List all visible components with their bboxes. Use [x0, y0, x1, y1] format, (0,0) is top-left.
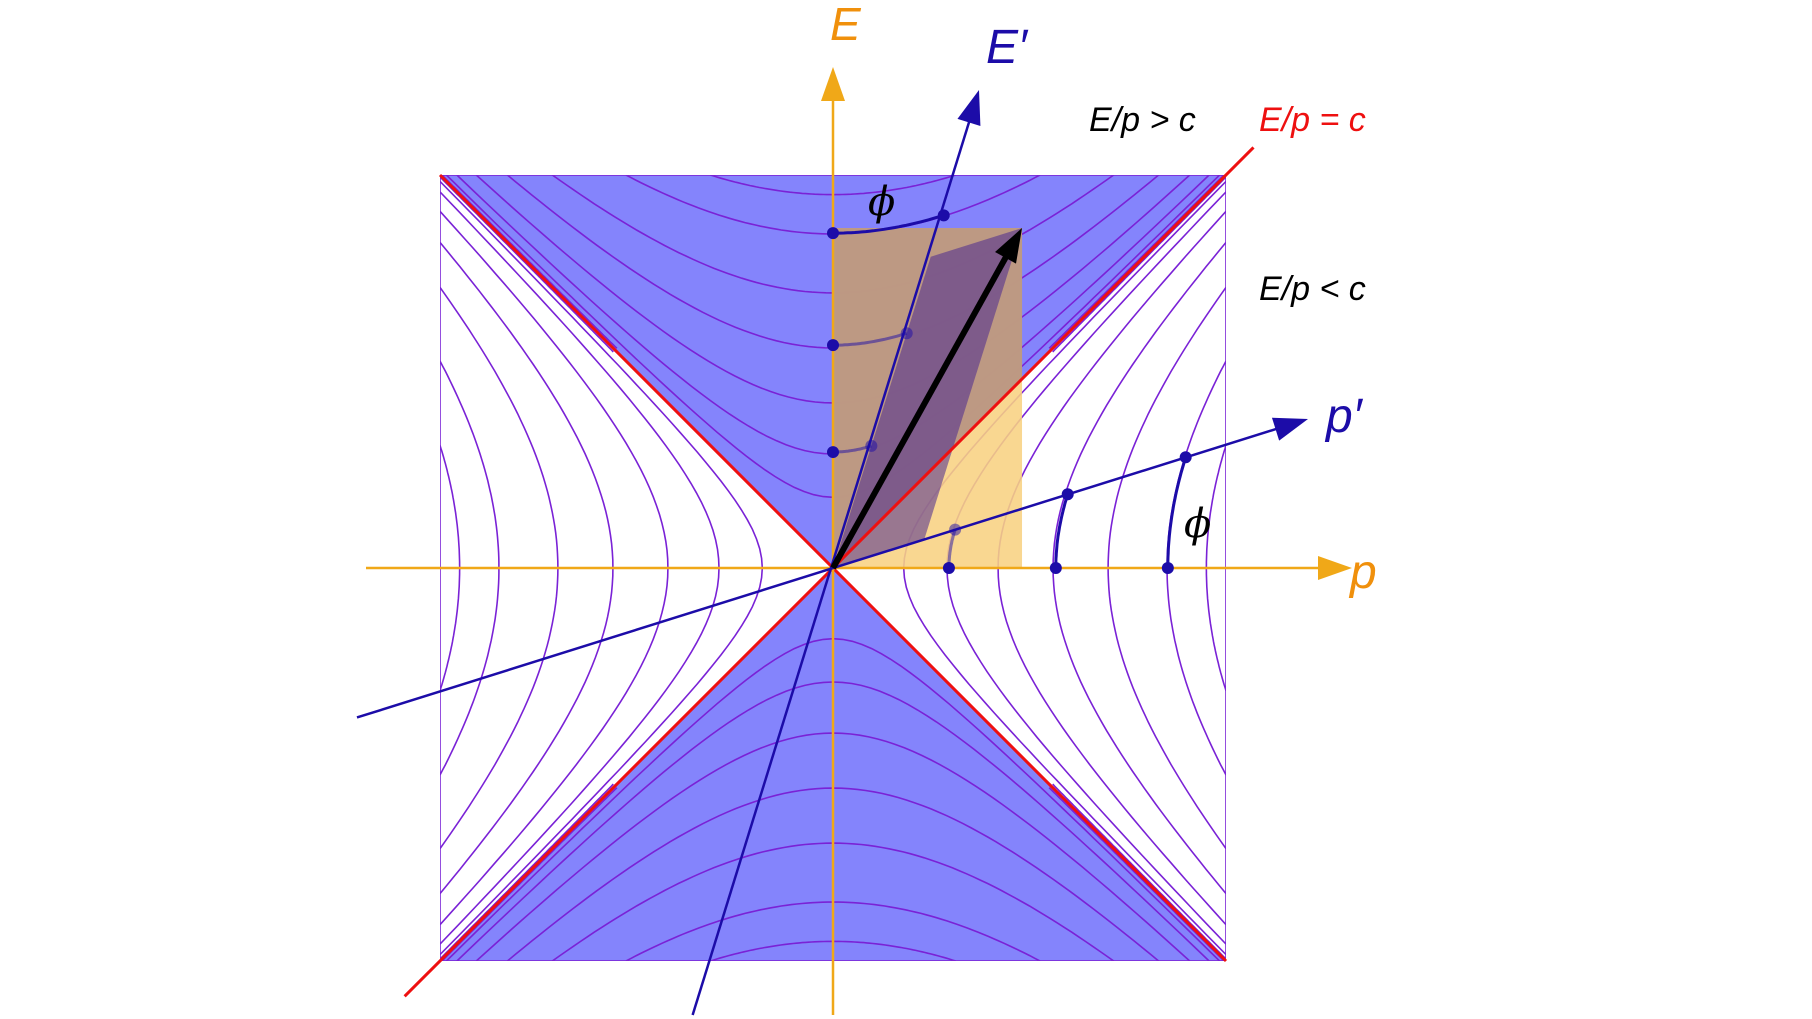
point-on-p-axis [1049, 562, 1062, 574]
E-prime-axis-arrowhead [957, 90, 981, 127]
light-line-label: E/p = c [1259, 101, 1366, 139]
boost-arc-spacelike [1166, 456, 1188, 569]
hyperbola-near-lightcone [441, 787, 618, 961]
hyperbola-near-lightcone [1052, 176, 1226, 353]
point-on-E-prime-axis [865, 439, 878, 452]
boost-markers [827, 209, 1192, 574]
E-axis-arrowhead [821, 67, 845, 101]
hyperbola-near-lightcone [440, 176, 614, 353]
region-below-label: E/p < c [1259, 270, 1366, 308]
p-axis-label: p [1348, 546, 1377, 599]
point-on-p-prime-axis [949, 523, 962, 536]
boost-arc-spacelike [1054, 493, 1070, 568]
hyperbola-near-lightcone [1052, 783, 1226, 960]
E-prime-axis-label: E′ [986, 21, 1029, 74]
point-on-E-axis [827, 227, 839, 240]
point-on-E-axis [827, 339, 839, 352]
point-on-p-axis [942, 562, 955, 574]
point-on-E-axis [827, 446, 839, 459]
p-axis-arrowhead [1318, 556, 1352, 580]
point-on-p-prime-axis [1061, 488, 1074, 501]
point-on-p-axis [1161, 562, 1174, 574]
p-prime-axis-arrowhead [1271, 417, 1308, 441]
point-on-E-prime-axis [937, 209, 950, 222]
point-on-E-prime-axis [900, 327, 913, 340]
four-momentum-vector-arrowhead [995, 228, 1023, 264]
E-axis-label: E [830, 0, 862, 50]
E-prime-axis [691, 108, 975, 1016]
four-momentum-vector [830, 244, 1015, 570]
rapidity-label-right: ϕ [1184, 501, 1211, 547]
axes-and-lines [356, 67, 1352, 1016]
hyperbola-near-lightcone [440, 783, 614, 960]
hyperbola-near-lightcone [1048, 175, 1225, 349]
boost-arc-spacelike [947, 529, 957, 568]
p-prime-axis [356, 423, 1290, 719]
region-above-label: E/p > c [1089, 101, 1196, 139]
point-on-p-prime-axis [1179, 451, 1192, 464]
boost-arc-timelike [833, 331, 908, 347]
rapidity-label-top: ϕ [868, 179, 895, 225]
hyperbola-near-lightcone [1048, 787, 1225, 961]
boost-arc-timelike [832, 213, 945, 235]
boost-arc-timelike [833, 444, 872, 454]
hyperbola-near-lightcone [441, 175, 618, 349]
p-prime-axis-label: p′ [1324, 390, 1364, 443]
